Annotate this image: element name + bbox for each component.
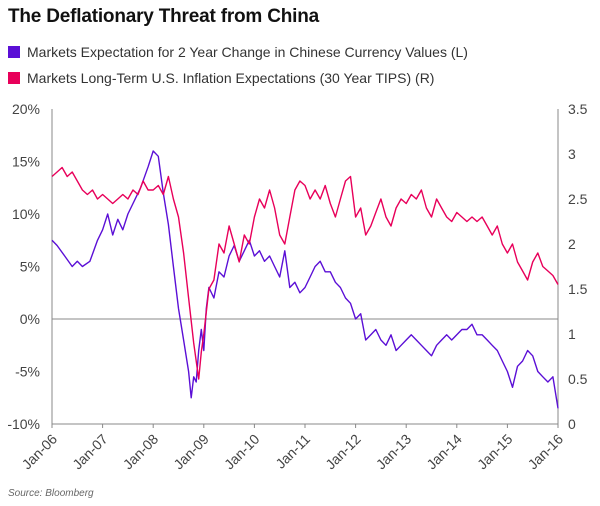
y-right-tick-label: 3 [568,146,576,162]
x-tick-label: Jan-08 [120,431,162,473]
legend-label-currency: Markets Expectation for 2 Year Change in… [27,44,468,60]
y-left-tick-label: 20% [12,101,40,117]
legend-item-currency: Markets Expectation for 2 Year Change in… [8,44,468,60]
x-tick-label: Jan-14 [423,431,465,473]
x-tick-label: Jan-11 [272,431,313,472]
series-line-inflation [51,166,559,380]
y-right-tick-label: 2 [568,236,576,252]
chart-title: The Deflationary Threat from China [8,6,319,27]
x-tick-label: Jan-15 [474,431,516,473]
y-left-tick-label: 10% [12,206,40,222]
x-tick-label: Jan-09 [170,431,212,473]
x-tick-label: Jan-13 [373,431,415,473]
y-left-tick-label: 5% [20,259,40,275]
legend-swatch-inflation [8,72,20,84]
legend-item-inflation: Markets Long-Term U.S. Inflation Expecta… [8,70,434,86]
x-tick-label: Jan-06 [19,431,61,473]
series-line-currency [51,150,559,409]
y-left-tick-label: 15% [12,154,40,170]
x-tick-label: Jan-10 [221,431,263,473]
y-right-tick-label: 0 [568,416,576,432]
y-left-tick-label: -5% [15,364,40,380]
x-tick-label: Jan-16 [525,431,567,473]
y-left-tick-label: 0% [20,311,40,327]
source-note: Source: Bloomberg [8,488,94,499]
legend-label-inflation: Markets Long-Term U.S. Inflation Expecta… [27,70,435,86]
x-tick-label: Jan-07 [69,431,111,473]
y-right-tick-label: 3.5 [568,101,588,117]
y-right-tick-label: 0.5 [568,371,588,387]
y-left-tick-label: -10% [7,416,40,432]
y-right-tick-label: 2.5 [568,191,588,207]
x-tick-label: Jan-12 [322,431,364,473]
y-right-tick-label: 1 [568,326,576,342]
legend-swatch-currency [8,46,20,58]
y-right-tick-label: 1.5 [568,281,588,297]
